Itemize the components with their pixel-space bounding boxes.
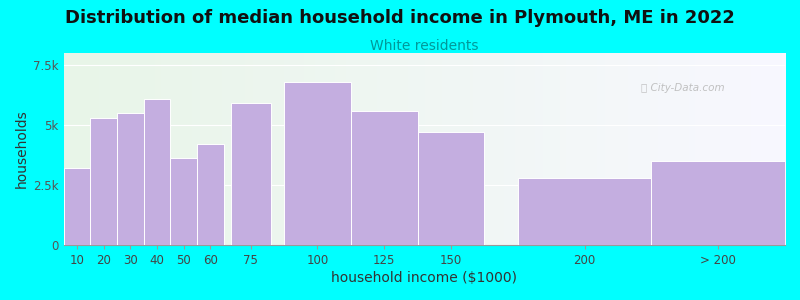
Text: ⓘ City-Data.com: ⓘ City-Data.com (641, 82, 724, 92)
Bar (144, 99, 170, 245)
Text: Distribution of median household income in Plymouth, ME in 2022: Distribution of median household income … (65, 9, 735, 27)
Bar (197, 144, 224, 245)
Bar (418, 132, 484, 245)
Bar (518, 178, 651, 245)
Title: White residents: White residents (370, 39, 478, 53)
Bar (651, 161, 785, 245)
Y-axis label: households: households (15, 110, 29, 188)
Bar (284, 82, 350, 245)
Bar (230, 103, 270, 245)
Bar (63, 168, 90, 245)
Bar (117, 113, 144, 245)
Bar (90, 118, 117, 245)
Bar (170, 158, 197, 245)
Bar (350, 110, 418, 245)
X-axis label: household income ($1000): household income ($1000) (331, 271, 518, 285)
